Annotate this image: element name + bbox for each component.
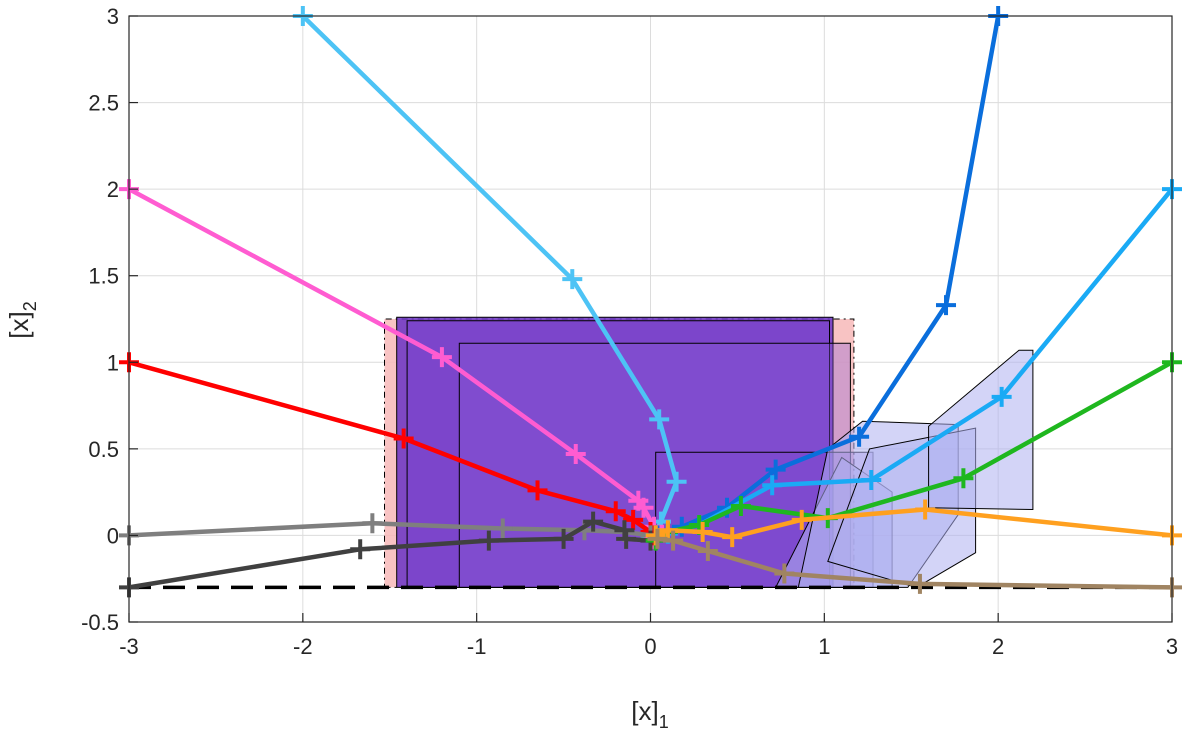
y-tick-label-7: 3 xyxy=(107,4,119,29)
series-8-point-2 xyxy=(791,509,812,530)
y-axis-label-main: [x] xyxy=(4,311,34,338)
series-2-point-3 xyxy=(605,501,626,522)
y-ticks: -0.5 0 0.5 1 1.5 2 2.5 3 xyxy=(81,4,138,635)
series-6-point-3 xyxy=(762,475,783,496)
series-7-point-1 xyxy=(953,468,974,489)
x-tick-label-5: 2 xyxy=(992,634,1004,659)
reachable-set-regions xyxy=(384,316,1034,588)
series-7-point-3 xyxy=(730,495,751,516)
series-5-point-2 xyxy=(849,426,870,447)
y-tick-label-5: 2 xyxy=(107,177,119,202)
x-axis-label-sub: 1 xyxy=(659,712,669,732)
x-tick-label-2: -1 xyxy=(467,634,487,659)
series-0-point-2 xyxy=(649,409,670,430)
x-tick-label-0: -3 xyxy=(119,634,139,659)
series-9-point-4 xyxy=(663,530,684,551)
series-4-point-1 xyxy=(350,539,371,560)
series-9-point-2 xyxy=(774,563,795,584)
x-tick-label-3: 0 xyxy=(644,634,656,659)
series-6-point-1 xyxy=(991,386,1012,407)
x-axis-label: [x]1 xyxy=(631,696,668,732)
series-9-point-3 xyxy=(697,541,718,562)
series-8-point-1 xyxy=(915,499,936,520)
series-8-point-3 xyxy=(722,527,743,548)
series-1-point-4 xyxy=(633,497,654,518)
y-tick-label-0: -0.5 xyxy=(81,610,119,635)
y-tick-label-1: 0 xyxy=(107,523,119,548)
series-6-point-2 xyxy=(861,470,882,491)
series-5-point-3 xyxy=(765,459,786,480)
series-3-point-2 xyxy=(492,518,513,539)
y-axis-label-sub: 2 xyxy=(20,301,40,311)
series-4-point-4 xyxy=(583,511,604,532)
series-0-point-3 xyxy=(666,471,687,492)
series-4-point-2 xyxy=(478,530,499,551)
y-tick-label-4: 1.5 xyxy=(88,264,119,289)
x-axis-label-main: [x] xyxy=(631,696,658,726)
y-axis-label: [x]2 xyxy=(4,301,40,338)
x-ticks: -3 -2 -1 0 1 2 3 xyxy=(119,613,1178,659)
series-3-point-1 xyxy=(362,513,383,534)
y-tick-label-6: 2.5 xyxy=(88,91,119,116)
series-2-point-2 xyxy=(527,480,548,501)
series-4-point-6 xyxy=(616,528,637,549)
series-8-point-4 xyxy=(692,521,713,542)
series-1-point-2 xyxy=(565,444,586,465)
y-tick-label-2: 0.5 xyxy=(88,437,119,462)
series-9-point-1 xyxy=(909,573,930,594)
series-1-point-1 xyxy=(431,347,452,368)
series-5-point-1 xyxy=(936,295,957,316)
series-9 xyxy=(647,528,1182,598)
series-8-point-5 xyxy=(657,520,678,541)
series-2-point-1 xyxy=(393,428,414,449)
x-tick-label-4: 1 xyxy=(818,634,830,659)
series-9-point-5 xyxy=(647,528,668,549)
series-4-point-3 xyxy=(553,528,574,549)
series-2-point-4 xyxy=(623,509,644,530)
y-tick-label-3: 1 xyxy=(107,350,119,375)
x-tick-label-6: 3 xyxy=(1166,634,1178,659)
series-0-point-1 xyxy=(562,269,583,290)
x-tick-label-1: -2 xyxy=(293,634,313,659)
